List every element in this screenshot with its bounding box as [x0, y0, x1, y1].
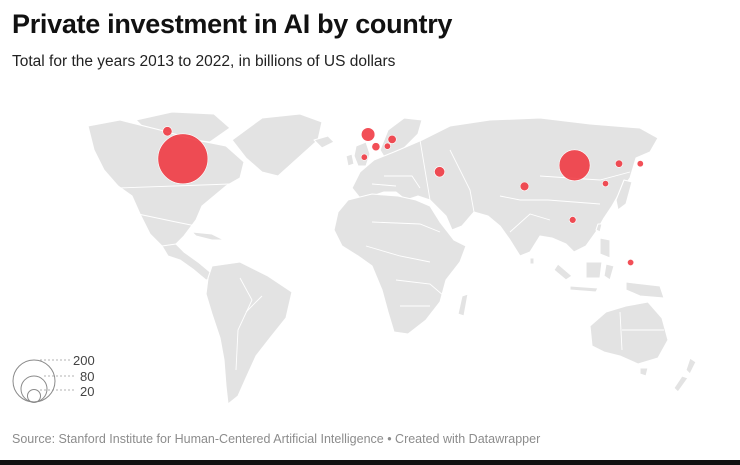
taiwan-shape: [595, 223, 603, 233]
borneo-shape: [585, 261, 603, 279]
country-borders: [117, 139, 664, 371]
legend-label-200: 200: [73, 353, 95, 368]
java-shape: [569, 285, 599, 293]
source-note: Source: Stanford Institute for Human-Cen…: [12, 432, 541, 446]
south-america-shape: [205, 261, 293, 405]
investment-bubble: [387, 134, 397, 144]
investment-bubble: [558, 149, 591, 182]
bottom-bar: [0, 460, 740, 465]
investment-bubble: [361, 127, 376, 142]
iceland-shape: [313, 135, 335, 149]
chart-title: Private investment in AI by country: [12, 9, 453, 39]
investment-bubble: [383, 142, 391, 150]
philippines-shape: [599, 237, 611, 259]
ireland-shape: [345, 153, 355, 167]
bubble-layer: [157, 126, 644, 266]
investment-bubble: [519, 181, 530, 192]
investment-bubble: [627, 258, 635, 266]
investment-bubble: [157, 133, 209, 185]
investment-bubble: [360, 153, 368, 161]
tasmania-shape: [639, 367, 649, 377]
sulawesi-shape: [603, 263, 615, 281]
investment-bubble: [614, 159, 623, 168]
size-legend: 200 80 20: [12, 353, 95, 403]
chart-subtitle: Total for the years 2013 to 2022, in bil…: [12, 53, 396, 70]
investment-bubble: [568, 216, 577, 224]
legend-circle-20: [27, 389, 41, 403]
legend-label-20: 20: [80, 384, 94, 399]
investment-bubble: [162, 126, 173, 137]
japan-shape: [615, 179, 633, 211]
new-zealand-south-shape: [673, 375, 689, 393]
sumatra-shape: [553, 263, 573, 281]
caribbean-shape: [191, 231, 225, 241]
legend-circle-200: [12, 359, 56, 403]
british-isles-shape: [353, 141, 371, 167]
legend-label-80: 80: [80, 369, 94, 384]
investment-bubble: [434, 166, 446, 178]
central-america-shape: [161, 243, 215, 281]
investment-bubble: [601, 180, 609, 188]
madagascar-shape: [457, 293, 469, 317]
new-guinea-shape: [625, 281, 665, 299]
investment-bubble: [636, 160, 644, 168]
australia-shape: [589, 301, 669, 365]
greenland-shape: [231, 113, 323, 177]
new-zealand-shape: [685, 357, 697, 375]
investment-bubble: [371, 142, 381, 152]
sri-lanka-shape: [529, 257, 535, 265]
